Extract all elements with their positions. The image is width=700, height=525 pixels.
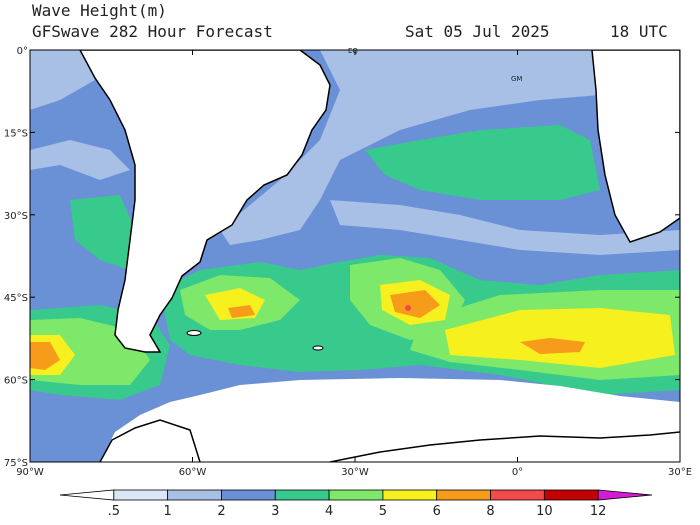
colorbar-swatch (597, 489, 653, 501)
antarctic-coast (99, 419, 680, 462)
africa (591, 50, 680, 243)
colorbar-label: 3 (271, 504, 279, 519)
greenwich-label: GM (511, 75, 522, 83)
colorbar-label: 8 (486, 504, 494, 519)
colorbar-swatch (113, 489, 169, 501)
colorbar-label: 10 (536, 504, 553, 519)
region-1-2m (330, 200, 680, 255)
lat-label: 60°S (4, 376, 28, 387)
colorbar-swatch (274, 489, 330, 501)
lat-label: 75°S (4, 458, 28, 469)
colorbar-label: .5 (108, 504, 120, 519)
antarctica (30, 378, 680, 462)
lat-label: 0° (17, 46, 28, 57)
region-8-10m (405, 305, 411, 311)
region-1-2m (30, 50, 680, 245)
title: Wave Height(m) (32, 1, 167, 20)
lon-label: 30°E (668, 467, 692, 478)
lon-label: 0° (512, 467, 523, 478)
lat-label: 45°S (4, 293, 28, 304)
date: Sat 05 Jul 2025 (405, 22, 550, 41)
colorbar-swatch (543, 489, 599, 501)
region-5-6m (445, 308, 675, 368)
region-6-8m (390, 290, 440, 318)
time: 18 UTC (610, 22, 668, 41)
south-america (79, 50, 331, 353)
map-field (30, 50, 680, 462)
region-6-8m (30, 342, 60, 370)
equator-label: EQ (348, 47, 358, 55)
region-6-8m (228, 305, 255, 318)
colorbar-label: 4 (325, 504, 333, 519)
lon-label: 30°W (341, 467, 369, 478)
colorbar-label: 12 (590, 504, 607, 519)
lat-label: 15°S (4, 128, 28, 139)
region-1-2m (30, 50, 95, 110)
colorbar-swatch (436, 489, 491, 501)
colorbar-swatch (221, 489, 276, 501)
colorbar-label: 2 (217, 504, 225, 519)
colorbar-label: 1 (163, 504, 171, 519)
region-1-2m (30, 140, 130, 180)
lat-label: 30°S (4, 211, 28, 222)
colorbar-label: 5 (379, 504, 387, 519)
colorbar-swatch (59, 489, 115, 501)
colorbar-label: 6 (433, 504, 441, 519)
colorbar-swatch (382, 489, 438, 501)
colorbar-swatch (328, 489, 384, 501)
subtitle: GFSwave 282 Hour Forecast (32, 22, 273, 41)
region-3-4m (70, 195, 135, 270)
region-6-8m (520, 338, 585, 354)
falklands (186, 330, 202, 336)
region-3-4m (365, 125, 600, 200)
lon-label: 60°W (179, 467, 207, 478)
south-georgia (312, 345, 324, 351)
colorbar-swatch (490, 489, 545, 501)
lon-label: 90°W (16, 467, 44, 478)
colorbar-swatch (167, 489, 222, 501)
